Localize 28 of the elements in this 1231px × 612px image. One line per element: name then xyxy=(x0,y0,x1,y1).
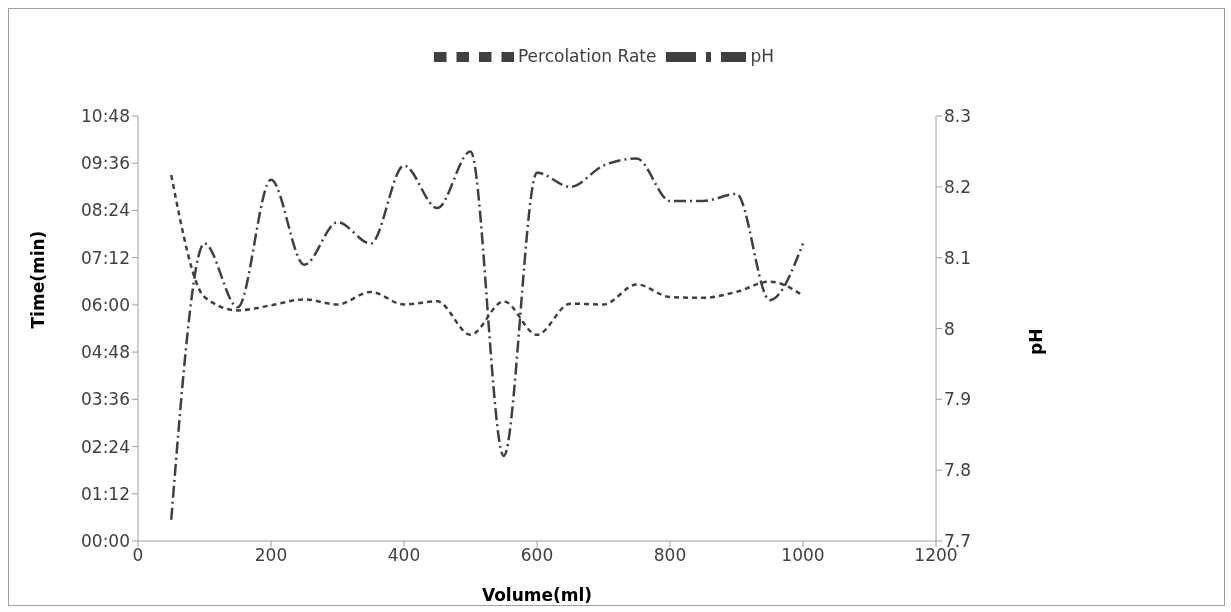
y-tick-label: 04:48 xyxy=(81,342,130,363)
x-tick-label: 600 xyxy=(520,545,554,566)
y-tick-label: 09:36 xyxy=(81,153,130,174)
y-tick-label: 03:36 xyxy=(81,389,130,410)
x-tick-label: 1000 xyxy=(781,545,825,566)
y2-tick-label: 8 xyxy=(944,318,955,339)
y-tick-label: 07:12 xyxy=(81,247,130,268)
y2-tick-label: 7.9 xyxy=(944,389,972,410)
y-tick-label: 08:24 xyxy=(81,200,130,221)
y2-tick-label: 8.3 xyxy=(944,106,972,127)
y-tick-label: 01:12 xyxy=(81,483,130,504)
y-tick-label: 00:00 xyxy=(81,531,130,552)
y2-tick-label: 8.2 xyxy=(944,176,972,197)
x-tick-label: 0 xyxy=(132,545,144,566)
y2-tick-label: 7.8 xyxy=(944,460,972,481)
legend-label: Percolation Rate xyxy=(517,46,657,66)
x-tick-label: 800 xyxy=(653,545,687,566)
y2-tick-label: 8.1 xyxy=(944,247,972,268)
y2-axis-title: pH xyxy=(1026,328,1047,355)
x-axis-title: Volume(ml) xyxy=(481,585,593,605)
legend-label: pH xyxy=(750,46,775,66)
x-tick-label: 200 xyxy=(254,545,288,566)
y-tick-label: 02:24 xyxy=(81,436,130,457)
y-tick-label: 06:00 xyxy=(81,294,130,315)
x-tick-label: 400 xyxy=(387,545,421,566)
y-axis-title: Time(min) xyxy=(28,230,49,329)
line-series xyxy=(170,150,805,521)
y-tick-label: 10:48 xyxy=(81,106,130,127)
